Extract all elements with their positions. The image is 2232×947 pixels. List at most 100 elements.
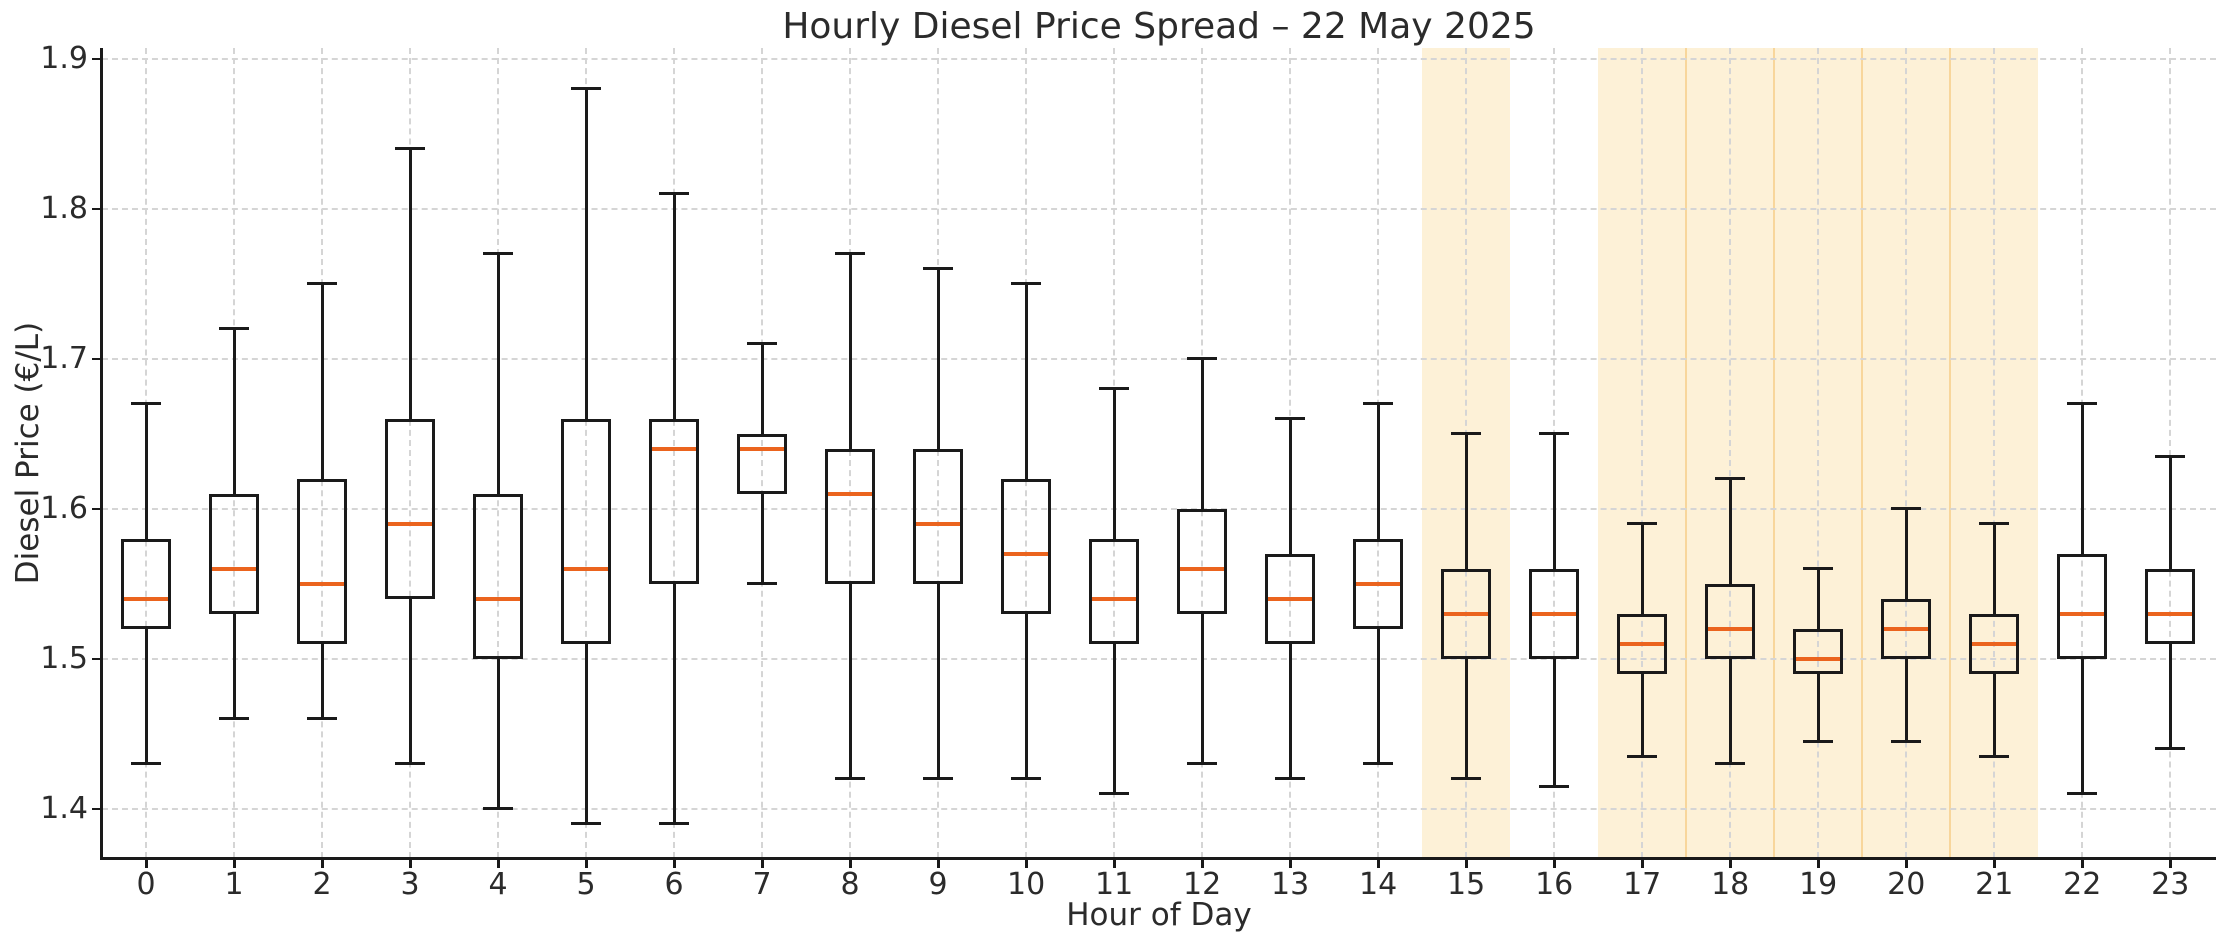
boxplot-hour-10-box [1001,478,1052,614]
boxplot-hour-23-box [2145,568,2196,644]
x-tick-label-14: 14 [1359,867,1398,902]
x-gridline-21 [1993,48,1996,858]
boxplot-hour-1-upper-cap [219,327,249,331]
boxplot-hour-2-box [297,478,348,644]
boxplot-hour-13-lower-cap [1275,777,1306,781]
x-tickmark-2 [321,858,324,868]
boxplot-hour-10-upper-cap [1011,282,1042,286]
boxplot-hour-2-lower-whisker [320,643,324,719]
x-tick-label-10: 10 [1007,867,1046,902]
boxplot-hour-0-upper-whisker [144,403,148,539]
boxplot-hour-20-upper-whisker [1904,508,1908,599]
boxplot-hour-2-upper-cap [307,282,338,286]
x-tickmark-13 [1289,858,1292,868]
boxplot-hour-3-upper-whisker [408,148,412,419]
y-tickmark-1.4 [92,807,102,811]
x-tick-label-19: 19 [1799,867,1838,902]
boxplot-hour-11-box [1089,538,1140,644]
boxplot-hour-10-lower-whisker [1024,613,1028,779]
x-tick-label-16: 16 [1535,867,1574,902]
boxplot-hour-19-box [1793,628,1844,674]
x-tickmark-18 [1729,858,1732,868]
boxplot-hour-6-upper-whisker [672,193,676,419]
x-tickmark-8 [849,858,852,868]
x-tickmark-12 [1201,858,1204,868]
x-tickmark-23 [2169,858,2172,868]
x-tickmark-7 [761,858,764,868]
boxplot-hour-7-median-line [740,446,785,451]
x-tickmark-21 [1993,858,1996,868]
boxplot-hour-16-box [1529,568,1580,659]
boxplot-hour-17-median-line [1620,641,1665,646]
boxplot-hour-5-lower-cap [571,822,602,826]
x-tickmark-16 [1553,858,1556,868]
boxplot-hour-20-lower-cap [1891,739,1922,743]
boxplot-hour-21-lower-cap [1979,754,2010,758]
boxplot-hour-4-lower-whisker [496,658,500,809]
x-tick-label-12: 12 [1183,867,1222,902]
x-gridline-23 [2169,48,2172,858]
boxplot-hour-11-lower-whisker [1112,643,1116,794]
x-tickmark-11 [1113,858,1116,868]
y-tickmark-1.8 [92,207,102,211]
boxplot-hour-21-upper-whisker [1992,523,1996,614]
boxplot-hour-5-upper-whisker [584,88,588,419]
boxplot-hour-9-lower-whisker [936,583,940,779]
x-tickmark-17 [1641,858,1644,868]
boxplot-hour-9-median-line [916,521,961,526]
y-tick-label-1.8: 1.8 [40,190,88,226]
x-tickmark-3 [409,858,412,868]
boxplot-hour-16-upper-cap [1539,432,1570,436]
y-tick-label-1.6: 1.6 [40,490,88,526]
boxplot-hour-18-lower-cap [1715,762,1746,766]
boxplot-hour-17-box [1617,613,1668,674]
boxplot-hour-22-box [2057,553,2108,659]
y-gridline-1.8 [102,207,2216,210]
x-tick-label-1: 1 [224,867,244,902]
y-gridline-1.7 [102,357,2216,360]
x-tick-label-18: 18 [1711,867,1750,902]
boxplot-hour-15-lower-whisker [1464,658,1468,779]
boxplot-hour-20-median-line [1884,626,1929,631]
boxplot-hour-13-box [1265,553,1316,644]
boxplot-hour-15-lower-cap [1451,777,1482,781]
x-gridline-18 [1729,48,1732,858]
x-gridline-5 [585,48,588,858]
boxplot-hour-19-lower-whisker [1816,673,1820,742]
boxplot-hour-4-median-line [476,596,521,601]
boxplot-hour-13-upper-cap [1275,417,1306,421]
y-axis-spine [100,48,103,860]
y-tickmark-1.7 [92,357,102,361]
boxplot-hour-17-upper-whisker [1640,523,1644,614]
y-tick-label-1.7: 1.7 [40,340,88,376]
y-gridline-1.6 [102,507,2216,510]
boxplot-hour-22-median-line [2060,611,2105,616]
boxplot-hour-17-lower-whisker [1640,673,1644,757]
boxplot-hour-10-upper-whisker [1024,283,1028,479]
boxplot-hour-21-box [1969,613,2020,674]
boxplot-hour-8-upper-whisker [848,253,852,449]
boxplot-hour-18-box [1705,583,1756,659]
boxplot-hour-8-box [825,448,876,584]
x-tick-label-2: 2 [312,867,332,902]
boxplot-hour-21-lower-whisker [1992,673,1996,757]
boxplot-hour-18-lower-whisker [1728,658,1732,764]
x-tickmark-15 [1465,858,1468,868]
boxplot-hour-18-upper-cap [1715,477,1746,481]
boxplot-hour-14-box [1353,538,1404,629]
highlight-band-edge [1773,48,1776,858]
boxplot-hour-1-box [209,493,259,614]
boxplot-hour-12-median-line [1180,566,1225,571]
x-tick-label-22: 22 [2063,867,2102,902]
boxplot-hour-0-lower-cap [131,762,161,766]
boxplot-hour-8-median-line [828,491,873,496]
boxplot-hour-11-upper-cap [1099,387,1130,391]
x-tick-label-0: 0 [136,867,156,902]
boxplot-hour-11-median-line [1092,596,1137,601]
boxplot-hour-1-lower-cap [219,717,249,721]
x-tickmark-1 [233,858,236,868]
x-gridline-6 [673,48,676,858]
boxplot-hour-9-box [913,448,964,584]
x-gridline-20 [1905,48,1908,858]
